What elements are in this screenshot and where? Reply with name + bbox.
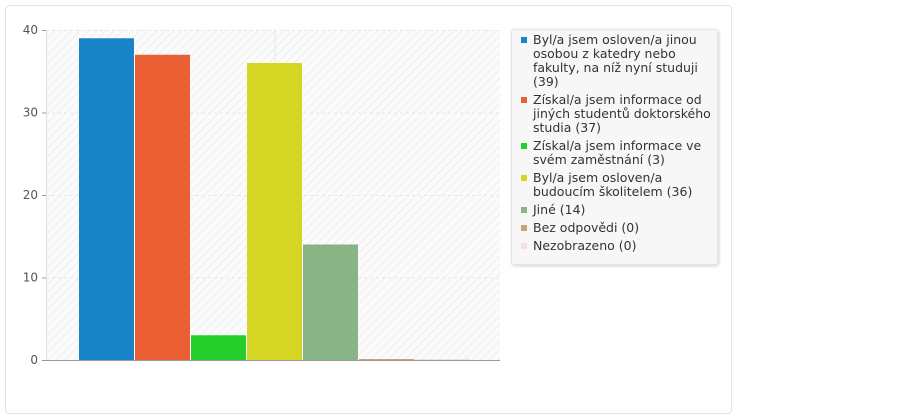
bar-3[interactable] [191, 335, 246, 360]
bars [79, 38, 470, 360]
legend-swatch [521, 143, 527, 149]
legend-swatch [521, 37, 527, 43]
legend-label: Byl/a jsem osloven/a budoucím školitelem… [533, 170, 693, 199]
bar-2[interactable] [135, 54, 190, 360]
y-tick-label-20: 20 [23, 188, 38, 202]
legend-label: Jiné (14) [533, 202, 586, 217]
legend-item-6[interactable]: Bez odpovědi (0) [518, 221, 711, 235]
legend-swatch [521, 97, 527, 103]
y-axis-ticks: 0 10 20 30 40 [23, 23, 46, 367]
chart-legend: Byl/a jsem osloven/a jinou osobou z kate… [511, 29, 718, 265]
legend-label: Získal/a jsem informace od jiných studen… [533, 92, 711, 135]
bar-7[interactable] [415, 359, 470, 360]
legend-item-7[interactable]: Nezobrazeno (0) [518, 239, 711, 253]
legend-item-4[interactable]: Byl/a jsem osloven/a budoucím školitelem… [518, 171, 711, 199]
legend-swatch [521, 207, 527, 213]
legend-label: Nezobrazeno (0) [533, 238, 637, 253]
grid-lines [46, 30, 500, 279]
legend-label: Získal/a jsem informace ve svém zaměstná… [533, 138, 702, 167]
legend-item-3[interactable]: Získal/a jsem informace ve svém zaměstná… [518, 139, 711, 167]
bar-4[interactable] [247, 63, 302, 360]
legend-item-1[interactable]: Byl/a jsem osloven/a jinou osobou z kate… [518, 33, 711, 89]
legend-label: Byl/a jsem osloven/a jinou osobou z kate… [533, 32, 698, 89]
legend-label: Bez odpovědi (0) [533, 220, 640, 235]
y-tick-label-30: 30 [23, 106, 38, 120]
legend-item-2[interactable]: Získal/a jsem informace od jiných studen… [518, 93, 711, 135]
legend-swatch [521, 225, 527, 231]
legend-item-5[interactable]: Jiné (14) [518, 203, 711, 217]
legend-swatch [521, 243, 527, 249]
bar-6[interactable] [359, 359, 414, 360]
bar-1[interactable] [79, 38, 134, 360]
y-tick-label-0: 0 [30, 353, 38, 367]
legend-swatch [521, 175, 527, 181]
y-tick-label-40: 40 [23, 23, 38, 37]
bar-5[interactable] [303, 244, 358, 361]
y-tick-label-10: 10 [23, 271, 38, 285]
